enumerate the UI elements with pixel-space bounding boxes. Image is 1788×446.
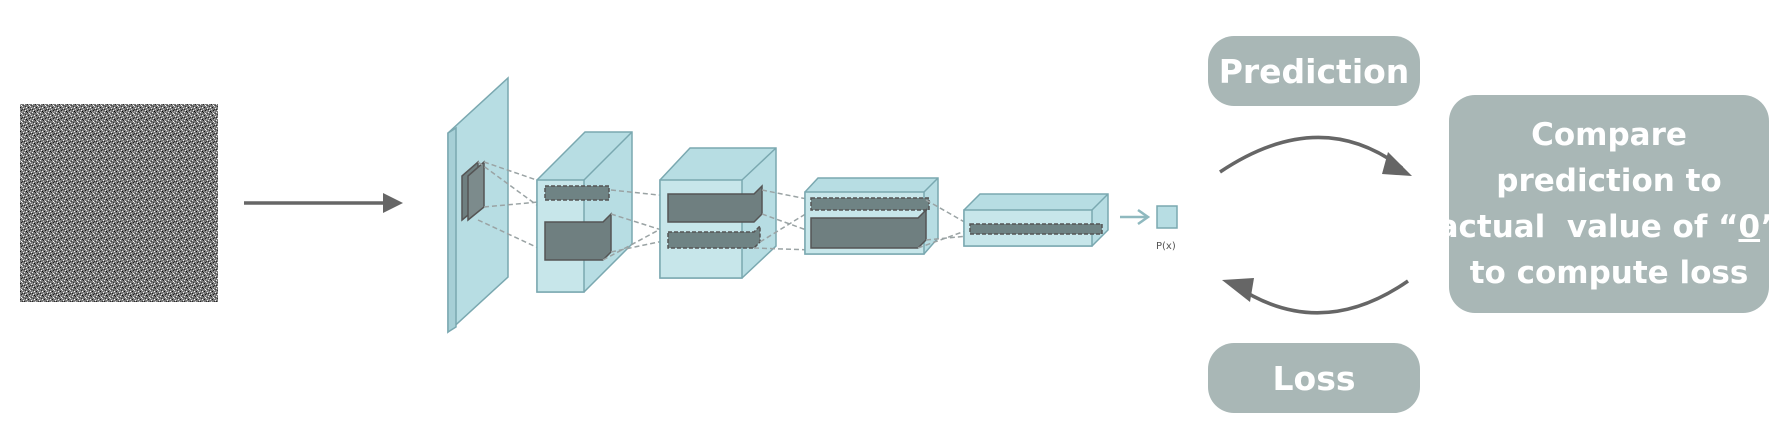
noise-image-icon	[20, 104, 218, 302]
cnn-layer-4	[804, 177, 939, 255]
cnn-projection-3	[753, 189, 813, 251]
loss-arrowhead-icon	[1222, 278, 1254, 302]
compare-line-4: to compute loss	[1469, 255, 1749, 291]
cnn-projection-4	[917, 199, 969, 249]
cnn-layer-5	[963, 193, 1109, 247]
actual-value: 0	[1738, 209, 1761, 245]
output-node	[1156, 205, 1178, 229]
compare-line-3-prefix: actual value of “	[1437, 209, 1739, 245]
compare-box: Compare prediction to actual value of “0…	[1438, 95, 1780, 313]
prediction-label: Prediction	[1218, 51, 1410, 91]
cnn-layer-2	[536, 131, 633, 293]
compare-line-3: actual value of “0”	[1438, 204, 1781, 250]
prediction-box: Prediction	[1208, 36, 1420, 106]
cnn-layer-3	[659, 147, 777, 279]
cnn-projection-2	[602, 189, 669, 261]
loss-box: Loss	[1208, 343, 1420, 413]
input-arrow	[244, 193, 403, 213]
prediction-arrow	[1219, 135, 1404, 174]
loss-label: Loss	[1272, 358, 1356, 398]
cnn-network	[447, 76, 1178, 334]
loss-arrow	[1235, 279, 1409, 315]
prediction-arrowhead-icon	[1382, 152, 1412, 176]
cnn-layer-1	[447, 76, 509, 334]
compare-line-1: Compare	[1531, 117, 1687, 153]
output-label: P(x)	[1156, 241, 1176, 252]
compare-line-3-suffix: ”	[1760, 209, 1781, 245]
cnn-output-arrow	[1120, 208, 1151, 226]
compare-line-2: prediction to	[1496, 163, 1722, 199]
